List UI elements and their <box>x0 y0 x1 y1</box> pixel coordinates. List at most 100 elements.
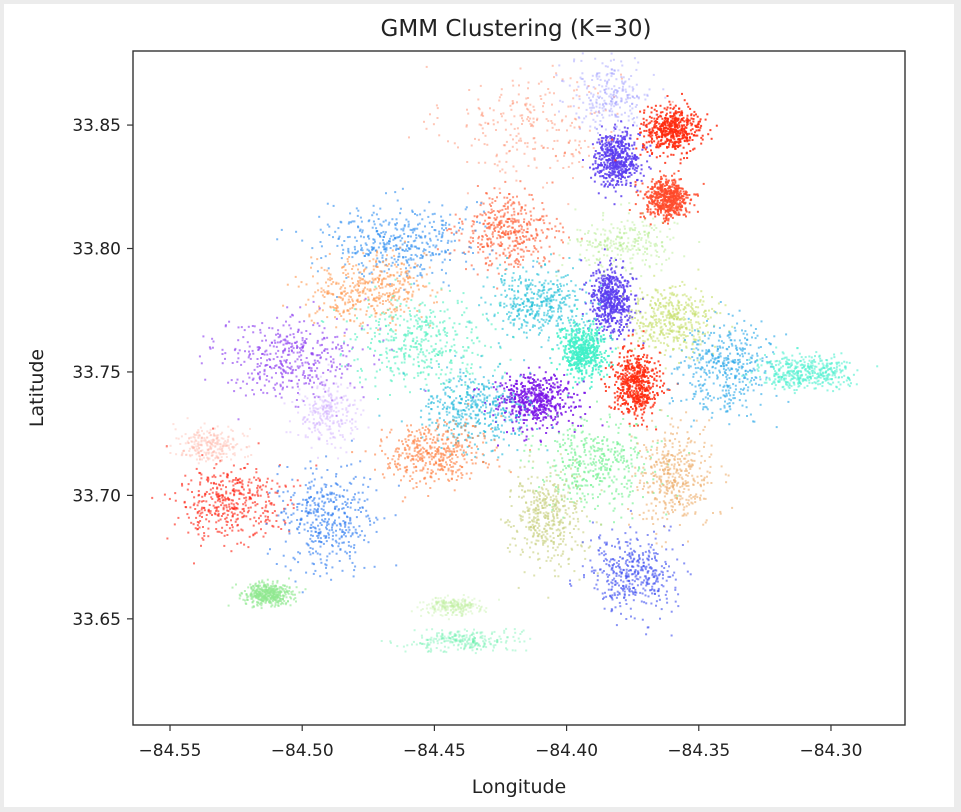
data-point <box>520 326 523 329</box>
data-point <box>491 198 494 201</box>
data-point <box>515 236 518 239</box>
data-point <box>709 129 712 132</box>
data-point <box>646 204 649 207</box>
data-point <box>564 151 566 154</box>
data-point <box>628 172 631 174</box>
data-point <box>504 230 507 233</box>
data-point <box>648 166 651 169</box>
data-point <box>641 148 644 151</box>
data-point <box>680 137 683 140</box>
data-point <box>603 304 605 307</box>
data-point <box>671 179 674 182</box>
data-point <box>678 129 681 132</box>
data-point <box>669 191 672 194</box>
data-point <box>384 293 386 296</box>
data-point <box>590 274 593 277</box>
data-point <box>665 216 668 219</box>
data-point <box>618 146 621 148</box>
data-point <box>616 112 619 115</box>
data-point <box>416 255 419 258</box>
data-point <box>514 306 517 308</box>
data-point <box>401 237 404 240</box>
data-point <box>541 202 544 204</box>
cluster-3 <box>582 120 652 206</box>
data-point <box>635 249 638 251</box>
data-point <box>619 249 622 252</box>
data-point <box>512 101 515 104</box>
data-point <box>396 199 399 202</box>
data-point <box>634 294 637 297</box>
data-point <box>421 257 424 259</box>
data-point <box>543 257 546 260</box>
data-point <box>573 126 576 129</box>
data-point <box>405 259 408 262</box>
data-point <box>436 238 439 241</box>
data-point <box>377 328 380 331</box>
data-point <box>509 297 512 300</box>
data-point <box>605 82 608 85</box>
data-point <box>513 115 516 118</box>
data-point <box>658 196 661 199</box>
data-point <box>616 154 619 157</box>
data-point <box>511 202 514 205</box>
data-point <box>566 274 569 277</box>
data-point <box>507 231 510 233</box>
data-point <box>602 168 605 171</box>
data-point <box>399 302 402 305</box>
data-point <box>588 292 591 295</box>
data-point <box>606 185 609 188</box>
data-point <box>596 296 599 299</box>
data-point <box>672 134 675 137</box>
data-point <box>555 299 558 302</box>
data-point <box>613 270 616 273</box>
data-point <box>428 201 431 204</box>
data-point <box>531 325 534 328</box>
data-point <box>414 253 417 256</box>
data-point <box>595 167 598 170</box>
data-point <box>667 190 670 193</box>
data-point <box>450 368 453 371</box>
data-point <box>560 290 563 293</box>
data-point <box>670 206 673 209</box>
data-point <box>624 80 627 83</box>
data-point <box>671 143 674 146</box>
data-point <box>542 146 545 149</box>
data-point <box>382 245 385 248</box>
data-point <box>627 175 629 178</box>
data-point <box>477 106 480 109</box>
data-point <box>483 143 486 146</box>
data-point <box>354 252 357 255</box>
data-point <box>632 157 635 160</box>
data-point <box>637 165 640 168</box>
data-point <box>378 318 381 321</box>
data-point <box>620 165 623 168</box>
data-point <box>637 96 640 99</box>
data-point <box>668 257 671 260</box>
data-point <box>646 252 649 255</box>
data-point <box>596 258 599 261</box>
data-point <box>623 170 626 173</box>
data-point <box>671 196 674 199</box>
data-point <box>454 330 457 333</box>
data-point <box>330 283 333 286</box>
data-point <box>632 328 635 331</box>
data-point <box>680 178 682 181</box>
data-point <box>665 114 667 117</box>
data-point <box>625 269 627 272</box>
data-point <box>372 211 375 214</box>
data-point <box>562 296 565 299</box>
data-point <box>610 68 613 71</box>
data-point <box>559 99 562 102</box>
data-point <box>653 131 656 134</box>
data-point <box>595 246 598 249</box>
data-point <box>424 355 427 358</box>
data-point <box>517 312 520 315</box>
data-point <box>610 164 613 167</box>
data-point <box>554 236 556 239</box>
data-point <box>615 167 618 170</box>
data-point <box>667 117 670 120</box>
data-point <box>359 228 362 231</box>
data-point <box>380 295 383 298</box>
data-point <box>548 320 551 322</box>
data-point <box>621 328 624 331</box>
